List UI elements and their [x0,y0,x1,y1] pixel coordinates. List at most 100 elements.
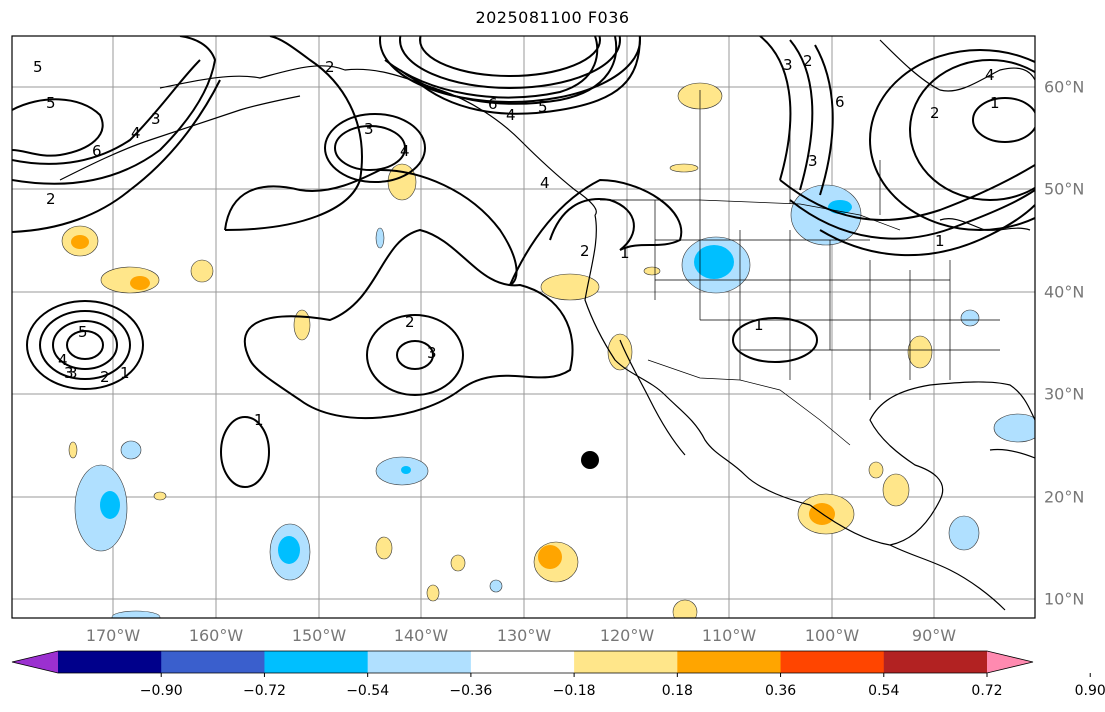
contour-label: 1 [990,94,1000,112]
negative-anomaly-blob [790,184,862,246]
contour-line [366,314,464,396]
contour-line [220,416,270,488]
contour-line [789,39,814,191]
longitude-tick-label: 90°W [911,626,957,645]
contour-label: 5 [33,58,43,76]
contour-labels: 5 4 3 5 6 4 3 2 2 3 4 6 5 4 3 2 6 1 4 2 … [33,52,1000,429]
colorbar-tick-label: 0.18 [661,683,693,699]
positive-anomaly-blob [907,335,933,369]
contour-label: 1 [120,364,130,382]
state-line [654,200,1000,400]
longitude-tick-label: 120°W [599,626,655,645]
contour-line [732,317,818,363]
contour-label: 3 [427,344,437,362]
positive-anomaly-blob [540,273,600,301]
contour-line [399,36,621,89]
positive-anomaly-blob [100,266,160,294]
contour-label: 2 [46,190,56,208]
longitude-tick-label: 170°W [85,626,141,645]
colorbar-segment [58,651,162,673]
contour-line [324,113,426,183]
contour-line [759,36,792,181]
latitude-tick-label: 60°N [1044,77,1085,97]
contour-label: 4 [985,66,995,84]
latitude-tick-label: 20°N [1044,487,1085,507]
height-contours [12,36,1035,488]
contour-line [224,168,518,286]
positive-anomaly-blob [672,599,698,618]
map-frame [11,35,1036,619]
negative-anomaly-blob [120,440,142,460]
positive-anomaly-blob [450,554,466,572]
negative-anomaly-blob [948,515,980,551]
contour-line [819,204,1035,257]
colorbar-tick-label: −0.18 [552,683,596,699]
contour-line [12,36,217,185]
contour-label: 2 [803,52,813,70]
location-marker [581,451,599,469]
colorbar-tick-label: 0.36 [764,683,797,699]
negative-anomaly-blob [111,610,161,618]
contour-label: 6 [488,95,498,113]
positive-anomaly-core [130,276,150,290]
contour-label: 6 [92,142,102,160]
contour-line [414,36,641,115]
contour-label: 5 [46,94,56,112]
colorbar-tick-label: −0.90 [139,683,183,699]
contour-line [869,49,1035,231]
colorbar-tick-label: −0.54 [346,683,390,699]
contour-line [26,300,144,390]
anomaly-shading [61,82,1035,618]
contour-line [779,164,1035,221]
contour-label: 2 [100,368,110,386]
contour-label: 1 [620,244,630,262]
colorbar-tick-label: −0.36 [449,683,493,699]
positive-anomaly-blob [669,163,699,173]
positive-anomaly-core [71,235,89,249]
longitude-tick-label: 150°W [291,626,347,645]
contour-line [789,189,1035,240]
contour-label: 2 [325,58,335,76]
negative-anomaly-blob [375,227,385,249]
positive-anomaly-blob [153,491,167,501]
contour-label: 5 [78,323,88,341]
negative-anomaly-blob [489,579,503,593]
contour-label: 3 [808,152,818,170]
baja-california [619,339,686,456]
contour-line [224,36,363,231]
contour-label: 1 [935,232,945,250]
colorbar [11,650,1091,677]
contour-line [814,44,834,196]
contour-label: 2 [580,242,590,260]
positive-anomaly-blob [426,584,440,602]
contour-label: 3 [783,56,793,74]
hudson-bay [879,39,1035,92]
contour-line [12,98,104,157]
contour-label: 4 [506,106,516,124]
colorbar-segment [677,651,782,673]
positive-anomaly-blob [375,536,393,560]
positive-anomaly-blob [387,163,417,201]
map-title: 2025081100 F036 [475,8,630,27]
longitude-tick-label: 140°W [393,626,449,645]
longitude-tick-label: 160°W [188,626,244,645]
colorbar-tick-label: 0.90 [1074,683,1105,699]
negative-anomaly-core [100,491,120,519]
colorbar-segment [780,651,885,673]
contour-label: 3 [64,364,74,382]
contour-line [419,36,601,77]
negative-anomaly-core [828,200,852,214]
latitude-tick-label: 10°N [1044,589,1085,609]
positive-anomaly-blob [868,461,884,479]
colorbar-tick-label: −0.72 [242,683,286,699]
lat-lon-grid [12,36,1035,618]
contour-line [384,36,599,99]
political-borders [600,90,1000,446]
contour-label: 3 [364,120,374,138]
contour-line [12,59,201,165]
longitude-tick-label: 130°W [496,626,552,645]
colorbar-extend-high [987,651,1033,673]
negative-anomaly-core [401,466,411,474]
contour-line [39,310,131,380]
